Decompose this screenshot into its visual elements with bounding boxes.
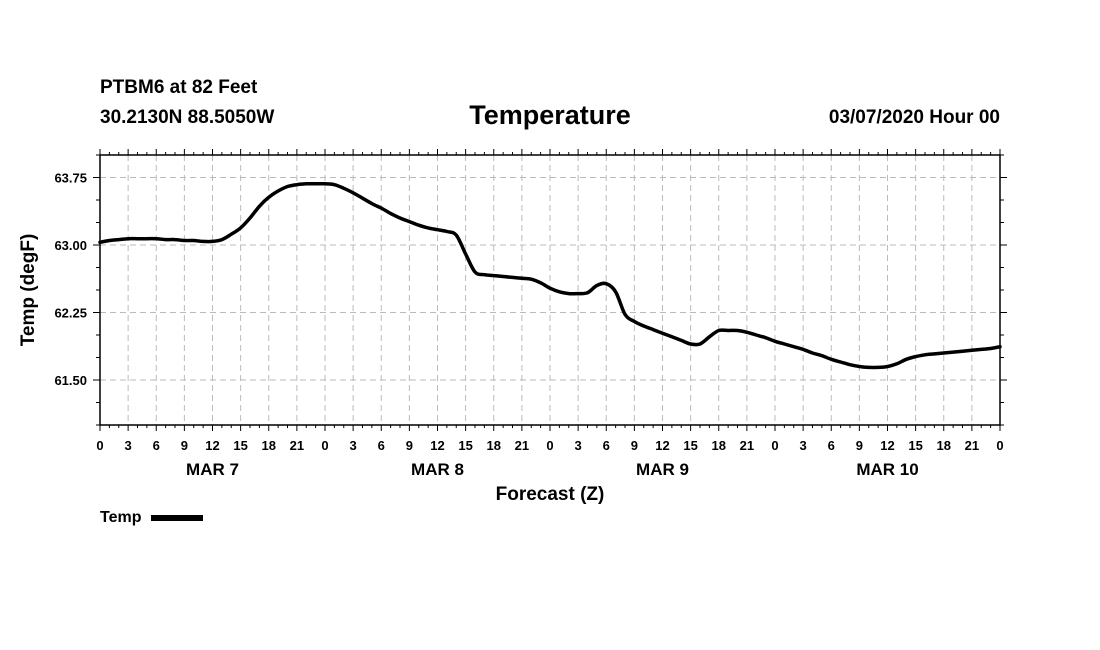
x-tick-label: 0 <box>996 438 1003 453</box>
series-layer <box>98 182 1002 370</box>
x-tick-label: 18 <box>487 438 501 453</box>
x-tick-label: 18 <box>712 438 726 453</box>
x-tick-label: 12 <box>430 438 444 453</box>
x-tick-label: 15 <box>683 438 697 453</box>
date-label: MAR 9 <box>636 460 689 479</box>
y-tick-label: 63.00 <box>54 238 87 253</box>
date-label: MAR 7 <box>186 460 239 479</box>
station-coordinates: 30.2130N 88.5050W <box>100 107 275 128</box>
temp-series-line <box>98 182 1002 370</box>
x-tick-label: 3 <box>350 438 357 453</box>
x-tick-label: 12 <box>880 438 894 453</box>
y-tick-label: 61.50 <box>54 373 87 388</box>
x-tick-label: 21 <box>965 438 979 453</box>
grid <box>100 155 1000 425</box>
x-tick-label: 6 <box>603 438 610 453</box>
y-tick-label: 63.75 <box>54 171 87 186</box>
x-tick-label: 0 <box>321 438 328 453</box>
x-tick-label: 6 <box>153 438 160 453</box>
x-tick-label: 21 <box>515 438 529 453</box>
x-tick-label: 21 <box>290 438 304 453</box>
plot-frame <box>99 154 1001 426</box>
x-tick-label: 18 <box>262 438 276 453</box>
x-tick-label: 6 <box>828 438 835 453</box>
y-tick-label: 62.25 <box>54 306 87 321</box>
x-tick-label: 15 <box>233 438 247 453</box>
legend: Temp <box>100 509 204 527</box>
x-tick-label: 18 <box>937 438 951 453</box>
x-tick-label: 3 <box>575 438 582 453</box>
x-tick-label: 3 <box>800 438 807 453</box>
x-tick-label: 6 <box>378 438 385 453</box>
x-tick-label: 0 <box>96 438 103 453</box>
x-tick-label: 9 <box>856 438 863 453</box>
x-tick-label: 9 <box>631 438 638 453</box>
legend-swatch <box>151 515 204 521</box>
x-tick-label: 9 <box>181 438 188 453</box>
x-tick-label: 21 <box>740 438 754 453</box>
x-axis-title: Forecast (Z) <box>496 484 605 505</box>
legend-label: Temp <box>100 509 142 526</box>
date-label: MAR 10 <box>856 460 918 479</box>
x-tick-label: 12 <box>655 438 669 453</box>
x-tick-label: 0 <box>771 438 778 453</box>
y-axis-title: Temp (degF) <box>18 234 39 347</box>
x-tick-label: 3 <box>125 438 132 453</box>
x-tick-label: 0 <box>546 438 553 453</box>
x-tick-label: 15 <box>908 438 922 453</box>
x-tick-label: 9 <box>406 438 413 453</box>
chart-title: Temperature <box>469 100 631 130</box>
x-tick-label: 12 <box>205 438 219 453</box>
x-tick-label: 15 <box>458 438 472 453</box>
axis-labels: 0 3 6 9 12 15 18 21 0 3 6 9 12 15 18 21 0 3 6 9 12 15 18 21 0 3 6 9… <box>54 171 1003 480</box>
forecast-run-time: 03/07/2020 Hour 00 <box>828 107 1000 128</box>
station-label: PTBM6 at 82 Feet <box>100 77 258 98</box>
date-label: MAR 8 <box>411 460 464 479</box>
